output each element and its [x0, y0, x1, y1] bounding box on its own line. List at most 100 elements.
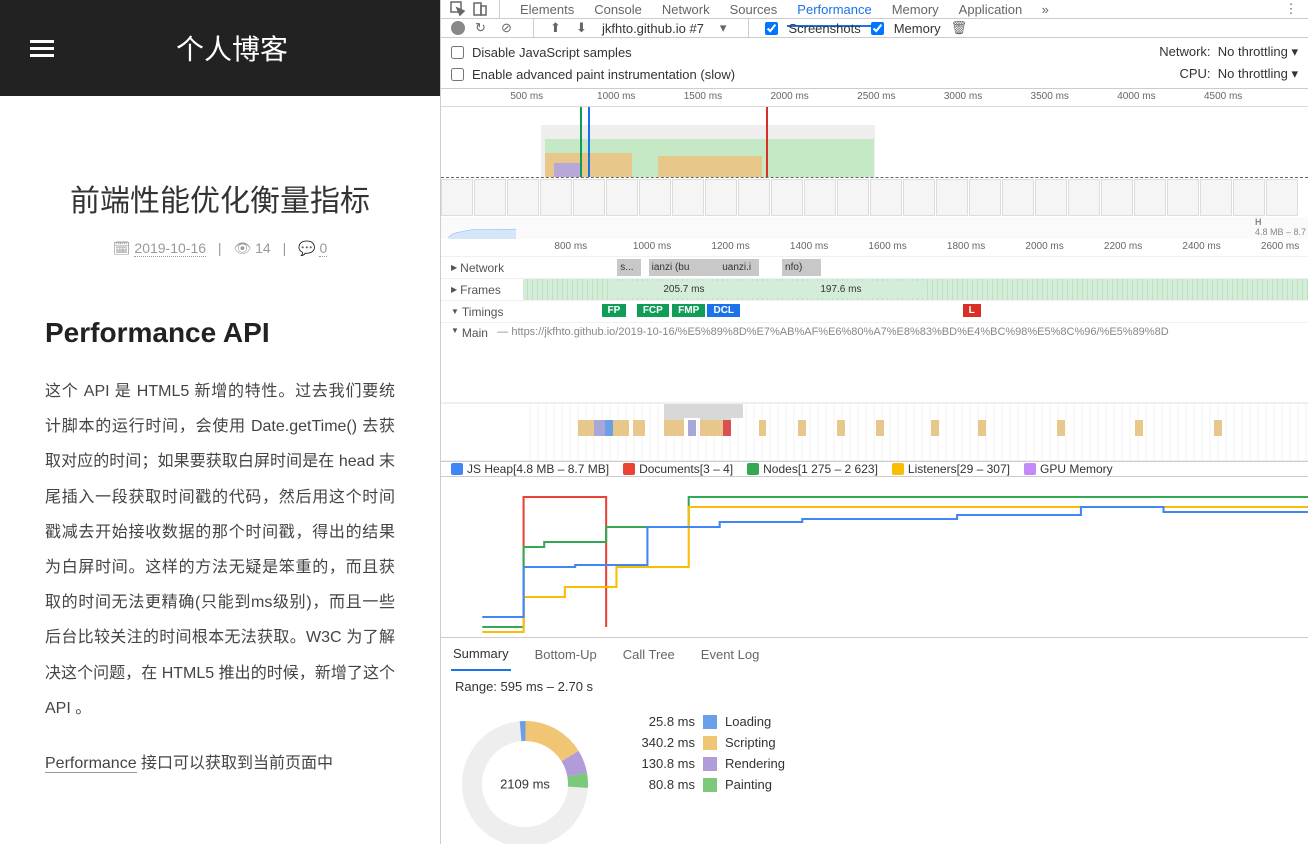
flame-bar[interactable]	[798, 420, 806, 436]
flame-bar[interactable]	[978, 420, 986, 436]
timings-row[interactable]: ▼Timings FPFCPFMPDCLL	[441, 301, 1308, 323]
summary-tab-summary[interactable]: Summary	[451, 638, 511, 671]
flame-bar[interactable]	[723, 420, 731, 436]
memory-chart[interactable]	[441, 477, 1308, 637]
flame-bar[interactable]	[1135, 420, 1143, 436]
filmstrip-frame[interactable]	[1200, 179, 1232, 216]
legend-nodes[interactable]: Nodes[1 275 – 2 623]	[747, 462, 878, 476]
summary-tab-event-log[interactable]: Event Log	[699, 639, 762, 670]
site-title: 个人博客	[54, 28, 410, 68]
timing-fp[interactable]: FP	[602, 304, 627, 317]
filmstrip-frame[interactable]	[1266, 179, 1298, 216]
flame-bar[interactable]	[594, 420, 606, 436]
clear-icon[interactable]: ⊘	[501, 20, 517, 36]
filmstrip-frame[interactable]	[870, 179, 902, 216]
inspect-icon[interactable]	[449, 0, 467, 18]
flame-bar[interactable]	[931, 420, 939, 436]
network-segment[interactable]: nfo)	[782, 259, 821, 276]
menu-icon[interactable]	[30, 40, 54, 57]
post-date[interactable]: 2019-10-16	[134, 240, 206, 257]
legend-js-heap[interactable]: JS Heap[4.8 MB – 8.7 MB]	[451, 462, 609, 476]
flame-bar[interactable]	[837, 420, 845, 436]
filmstrip-frame[interactable]	[771, 179, 803, 216]
reload-icon[interactable]: ↻	[475, 20, 491, 36]
flame-chart[interactable]: 800 ms1000 ms1200 ms1400 ms1600 ms1800 m…	[441, 239, 1308, 461]
timing-fcp[interactable]: FCP	[637, 304, 669, 317]
filmstrip-frame[interactable]	[672, 179, 704, 216]
timing-fmp[interactable]: FMP	[672, 304, 705, 317]
comment-count[interactable]: 0	[319, 240, 327, 257]
memory-checkbox[interactable]	[871, 22, 884, 35]
frame-segment[interactable]: 197.6 ms	[759, 281, 924, 298]
filmstrip-frame[interactable]	[1134, 179, 1166, 216]
kebab-icon[interactable]: ⋮	[1282, 0, 1300, 18]
main-row[interactable]: ▼Main — https://jkfhto.github.io/2019-10…	[441, 323, 1308, 403]
screenshots-checkbox[interactable]	[765, 22, 778, 35]
upload-icon[interactable]: ⬆	[550, 20, 566, 36]
network-segment[interactable]: s...	[617, 259, 641, 276]
timing-load[interactable]: L	[963, 304, 981, 317]
filmstrip-frame[interactable]	[573, 179, 605, 216]
filmstrip-frame[interactable]	[705, 179, 737, 216]
flame-bar[interactable]	[578, 420, 594, 436]
network-segment[interactable]: ianzi (bu	[649, 259, 720, 276]
frame-segment[interactable]: 205.7 ms	[609, 281, 758, 298]
flame-bar[interactable]	[605, 420, 613, 436]
network-segment[interactable]: uanzi.i	[719, 259, 758, 276]
filmstrip-frame[interactable]	[1233, 179, 1265, 216]
download-icon[interactable]: ⬇	[576, 20, 592, 36]
filmstrip-frame[interactable]	[936, 179, 968, 216]
filmstrip-frame[interactable]	[441, 179, 473, 216]
summary-tab-bottom-up[interactable]: Bottom-Up	[533, 639, 599, 670]
filmstrip-frame[interactable]	[1101, 179, 1133, 216]
flame-bar[interactable]	[759, 420, 767, 436]
flame-bar[interactable]	[664, 420, 684, 436]
filmstrip-frame[interactable]	[903, 179, 935, 216]
chevron-down-icon[interactable]: ▾	[1291, 44, 1298, 59]
more-tabs-icon[interactable]: »	[1036, 0, 1054, 18]
legend-gpu-memory[interactable]: GPU Memory	[1024, 462, 1113, 476]
record-button[interactable]	[451, 21, 465, 35]
legend-documents[interactable]: Documents[3 – 4]	[623, 462, 733, 476]
filmstrip-frame[interactable]	[837, 179, 869, 216]
flame-bar[interactable]	[1057, 420, 1065, 436]
device-icon[interactable]	[471, 0, 489, 18]
overview-chart[interactable]: 500 ms1000 ms1500 ms2000 ms2500 ms3000 m…	[441, 89, 1308, 239]
filmstrip-frame[interactable]	[1167, 179, 1199, 216]
chevron-down-icon[interactable]: ▾	[720, 20, 727, 36]
network-throttle-select[interactable]: No throttling	[1218, 44, 1288, 59]
frames-row[interactable]: ▶Frames 205.7 ms197.6 ms	[441, 279, 1308, 301]
filmstrip-frame[interactable]	[606, 179, 638, 216]
filmstrip-frame[interactable]	[507, 179, 539, 216]
flame-bar[interactable]	[876, 420, 884, 436]
filmstrip-frame[interactable]	[1068, 179, 1100, 216]
flame-bar[interactable]	[688, 420, 696, 436]
flame-bar[interactable]	[613, 420, 629, 436]
flame-bar[interactable]	[700, 404, 731, 420]
filmstrip-frame[interactable]	[1035, 179, 1067, 216]
summary-tab-call-tree[interactable]: Call Tree	[621, 639, 677, 670]
adv-paint-checkbox[interactable]	[451, 68, 464, 81]
cpu-throttle-select[interactable]: No throttling	[1218, 66, 1288, 81]
network-row[interactable]: ▶Network s...ianzi (buuanzi.info)	[441, 257, 1308, 279]
filmstrip-frame[interactable]	[738, 179, 770, 216]
flame-bar[interactable]	[664, 404, 684, 420]
trash-icon[interactable]: 🗑	[951, 20, 967, 36]
filmstrip-frame[interactable]	[474, 179, 506, 216]
filmstrip-frame[interactable]	[969, 179, 1001, 216]
recording-select[interactable]: jkfhto.github.io #7	[602, 21, 704, 36]
filmstrip-frame[interactable]	[540, 179, 572, 216]
performance-link[interactable]: Performance	[45, 755, 137, 773]
screenshots-label: Screenshots	[788, 21, 860, 36]
filmstrip-frame[interactable]	[804, 179, 836, 216]
disable-js-checkbox[interactable]	[451, 46, 464, 59]
filmstrip-frame[interactable]	[639, 179, 671, 216]
filmstrip	[441, 177, 1308, 217]
flame-bar[interactable]	[1214, 420, 1222, 436]
timing-dcl[interactable]: DCL	[707, 304, 740, 317]
flame-bar[interactable]	[633, 420, 645, 436]
filmstrip-frame[interactable]	[1002, 179, 1034, 216]
legend-listeners[interactable]: Listeners[29 – 307]	[892, 462, 1010, 476]
flame-bar[interactable]	[700, 420, 724, 436]
chevron-down-icon[interactable]: ▾	[1291, 66, 1298, 81]
